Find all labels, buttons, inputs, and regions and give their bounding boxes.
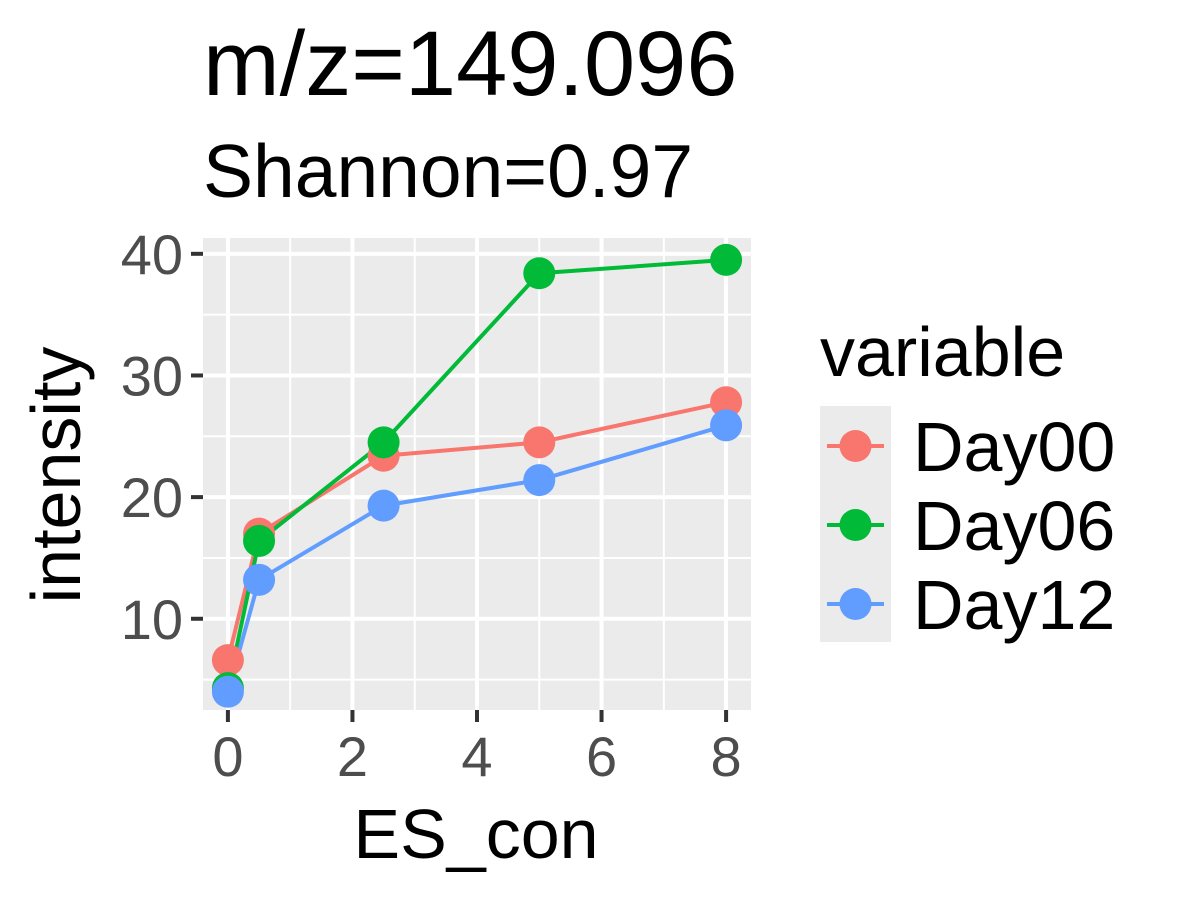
y-axis: 10 20 30 40 — [121, 223, 203, 651]
data-point-day12 — [243, 563, 276, 596]
data-point-day06 — [367, 426, 400, 459]
x-axis-title: ES_con — [353, 795, 598, 873]
data-point-day00 — [211, 644, 244, 677]
x-tick-label: 4 — [461, 725, 492, 788]
y-tick-label: 20 — [121, 466, 183, 529]
data-point-day00 — [710, 386, 743, 419]
chart-subtitle: Shannon=0.97 — [203, 129, 693, 213]
legend-key-point-day12 — [839, 588, 872, 620]
x-tick-label: 2 — [337, 725, 368, 788]
series-points — [211, 243, 743, 708]
legend-key-point-day06 — [839, 509, 872, 541]
y-tick-label: 30 — [121, 344, 183, 407]
data-point-day00 — [523, 426, 556, 459]
legend-label-day06: Day06 — [913, 487, 1115, 565]
y-axis-title: intensity — [17, 347, 95, 604]
legend-label-day12: Day12 — [913, 566, 1115, 644]
x-tick-label: 8 — [711, 725, 742, 788]
legend-key-point-day00 — [839, 430, 872, 462]
data-point-day12 — [367, 489, 400, 522]
y-tick-label: 40 — [121, 223, 183, 286]
data-point-day06 — [523, 257, 556, 290]
data-point-day12 — [710, 409, 743, 442]
chart-title: m/z=149.096 — [203, 13, 737, 115]
x-tick-label: 0 — [212, 725, 243, 788]
legend-label-day00: Day00 — [913, 408, 1115, 486]
data-point-day12 — [523, 464, 556, 497]
y-tick-label: 10 — [121, 588, 183, 651]
x-axis: 0 2 4 6 8 — [212, 710, 742, 788]
x-tick-label: 6 — [586, 725, 617, 788]
data-point-day06 — [243, 524, 276, 557]
data-point-day12 — [211, 675, 244, 708]
data-point-day06 — [710, 243, 743, 276]
legend-title: variable — [820, 313, 1065, 391]
